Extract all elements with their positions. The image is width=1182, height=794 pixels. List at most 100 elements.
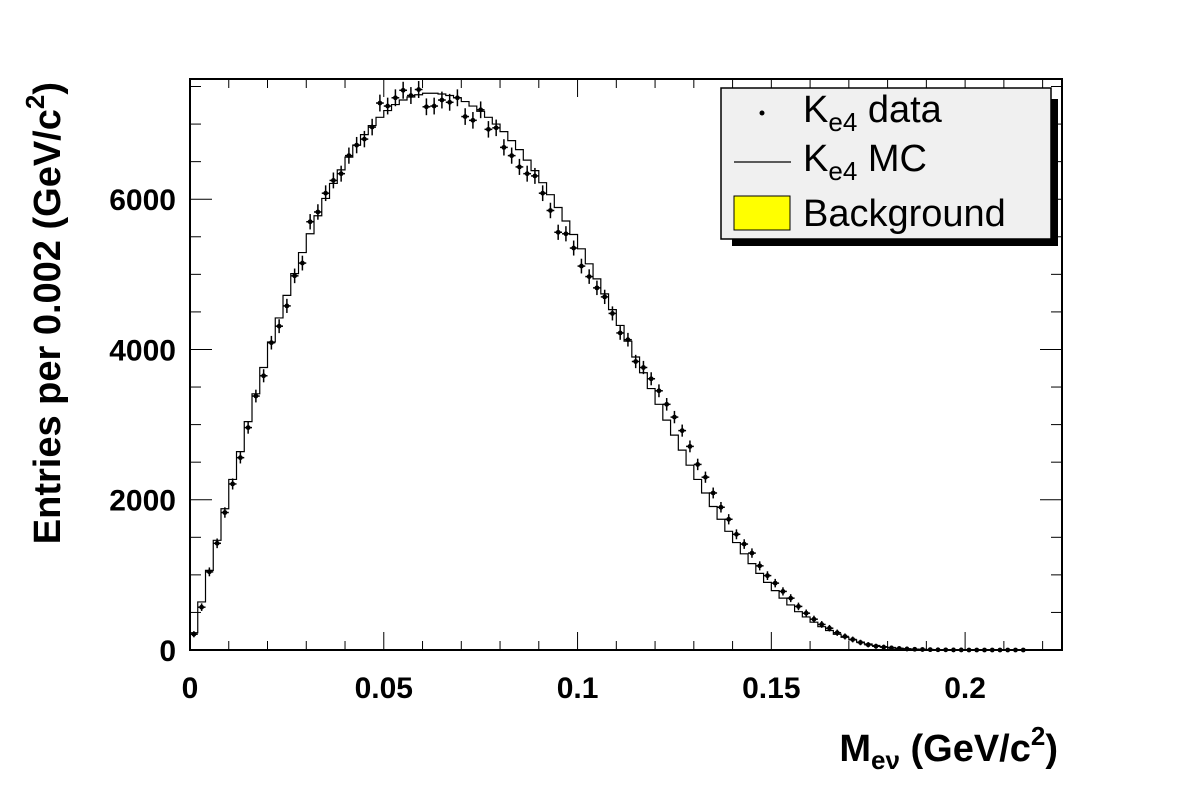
data-point	[407, 87, 415, 104]
data-point-marker	[400, 87, 406, 93]
data-point	[903, 646, 911, 652]
data-point-marker	[486, 126, 491, 132]
data-point	[740, 539, 749, 549]
data-point-marker	[803, 610, 809, 616]
data-point	[360, 130, 369, 148]
data-point	[593, 280, 601, 296]
data-point-marker	[927, 647, 933, 653]
data-point-marker	[470, 117, 476, 123]
data-point-marker	[982, 647, 987, 653]
data-point	[236, 451, 245, 464]
data-point-marker	[896, 646, 902, 651]
data-point	[670, 410, 679, 424]
data-point-marker	[912, 646, 918, 652]
y-tick-label: 2000	[109, 485, 176, 518]
data-point	[817, 621, 826, 628]
data-point	[244, 421, 253, 434]
data-point-marker	[424, 104, 429, 110]
data-point-marker	[788, 595, 794, 601]
data-point	[383, 97, 392, 115]
data-point	[438, 91, 446, 109]
data-point-marker	[1005, 647, 1011, 653]
data-point	[252, 389, 260, 403]
data-point	[980, 647, 989, 653]
data-point	[662, 398, 671, 411]
data-point	[228, 478, 237, 490]
data-point	[554, 224, 563, 240]
legend-mc-rest: MC	[857, 138, 927, 180]
data-point-marker	[222, 510, 228, 515]
data-point	[391, 89, 400, 107]
data-point	[461, 108, 470, 125]
data-point-marker	[571, 245, 577, 251]
x-tick-label: 0.15	[742, 672, 800, 705]
data-point-marker	[346, 153, 352, 159]
legend-data-sub: e4	[828, 107, 857, 137]
data-point	[368, 118, 377, 136]
data-point	[306, 214, 315, 230]
legend-data-name: K	[803, 89, 828, 131]
data-point-marker	[920, 647, 925, 652]
data-point-marker	[408, 93, 414, 98]
data-point	[538, 185, 547, 202]
data-point	[352, 136, 361, 154]
data-point	[616, 326, 625, 340]
data-point-marker	[772, 580, 778, 586]
data-point-marker	[765, 573, 770, 579]
data-point-marker	[943, 647, 949, 653]
data-point-marker	[997, 647, 1003, 653]
data-point	[833, 629, 842, 636]
data-point-marker	[579, 263, 584, 269]
data-point	[848, 636, 857, 643]
data-point-marker	[191, 631, 197, 637]
data-point	[414, 81, 423, 99]
data-point-marker	[385, 103, 391, 109]
legend-mc-name: K	[803, 138, 828, 180]
data-point	[748, 548, 756, 558]
data-point-marker	[656, 388, 662, 394]
data-point-marker	[718, 504, 724, 510]
data-point-marker	[1020, 647, 1026, 653]
tick-labels: 0 0.05 0.1 0.15 0.2 0 2000 4000 6000	[109, 184, 986, 705]
data-point	[647, 372, 656, 386]
data-point	[197, 603, 206, 611]
data-point-marker	[734, 531, 739, 537]
data-point-marker	[299, 260, 305, 266]
legend: Ke4 data Ke4 MC Background	[720, 87, 1058, 246]
data-point	[608, 306, 617, 321]
y-tick-label: 6000	[109, 184, 176, 217]
data-point	[918, 647, 927, 652]
data-point-marker	[354, 142, 360, 148]
data-point-marker	[710, 490, 716, 496]
data-point	[779, 587, 787, 596]
data-point-marker	[935, 647, 941, 653]
data-point	[213, 538, 222, 549]
data-point	[631, 354, 640, 369]
data-point	[1003, 647, 1012, 653]
data-point-marker	[377, 100, 383, 106]
data-point-marker	[834, 630, 840, 636]
data-point	[1019, 647, 1028, 653]
data-point	[267, 335, 276, 350]
data-point	[825, 624, 834, 632]
data-point	[314, 204, 322, 220]
y-axis-title: Entries per 0.002 (GeV/c2)	[20, 82, 69, 544]
data-point-marker	[431, 103, 437, 109]
data-point-marker	[865, 642, 871, 648]
data-point-marker	[641, 365, 646, 370]
data-point	[445, 93, 454, 111]
data-point	[546, 202, 555, 219]
data-point	[399, 81, 408, 99]
data-point	[585, 269, 594, 284]
data-point-marker	[501, 144, 507, 150]
data-point	[515, 158, 524, 175]
data-point-marker	[757, 563, 763, 569]
plot-frame	[189, 78, 1063, 651]
data-point	[856, 639, 865, 646]
data-point-marker	[726, 516, 732, 522]
data-point	[221, 507, 229, 518]
data-point-marker	[602, 294, 608, 300]
data-point-marker	[610, 311, 615, 316]
data-point-marker	[284, 303, 290, 309]
